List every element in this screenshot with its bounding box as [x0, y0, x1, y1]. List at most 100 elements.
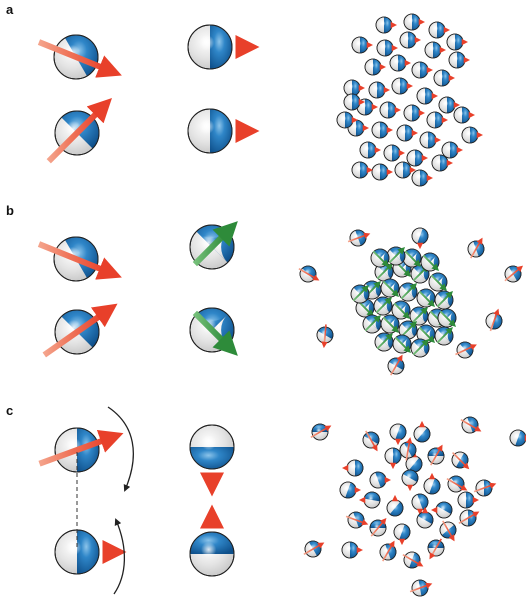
spin-particle-icon [394, 124, 419, 142]
spin-particle-icon [341, 79, 366, 97]
spin-particle-icon [409, 579, 433, 597]
spin-particle-icon [387, 54, 412, 72]
spin-particle-icon [451, 106, 476, 124]
spin-sphere-icon [189, 221, 238, 270]
spin-particle-icon [417, 131, 442, 149]
spin-particle-icon [386, 246, 406, 266]
spin-particle-icon [411, 491, 429, 516]
spin-particle-icon [377, 101, 402, 119]
spin-particle-icon [444, 33, 469, 51]
spin-particle-icon [409, 169, 434, 187]
spin-particle-icon [392, 161, 417, 179]
spin-particle-icon [345, 511, 369, 529]
spin-particle-icon [391, 300, 411, 320]
spin-particle-icon [458, 509, 480, 527]
spin-sphere-icon [37, 34, 122, 80]
panel-label-b: b [6, 203, 14, 218]
spin-particle-icon [384, 445, 402, 470]
spin-particle-icon [455, 341, 477, 359]
spin-particle-icon [380, 314, 400, 334]
spin-particle-icon [504, 265, 524, 283]
spin-particle-icon [398, 282, 418, 302]
spin-particle-icon [389, 77, 414, 95]
spin-particle-icon [298, 265, 320, 283]
spin-particle-icon [303, 540, 325, 558]
spin-sphere-icon [38, 427, 124, 473]
spin-particle-icon [334, 111, 359, 129]
spin-particle-icon [411, 225, 429, 250]
spin-particle-icon [310, 423, 332, 441]
spin-particle-icon [414, 87, 439, 105]
spin-sphere-icon [37, 236, 122, 282]
spin-particle-icon [420, 252, 440, 272]
spin-particle-icon [409, 306, 429, 326]
spin-sphere-icon [189, 407, 235, 497]
spin-particle-icon [398, 320, 418, 340]
spin-particle-icon [446, 475, 468, 493]
spin-particle-icon [358, 491, 383, 509]
spin-particle-icon [379, 540, 397, 562]
spin-particle-icon [424, 111, 449, 129]
spin-particle-icon [392, 334, 412, 354]
spin-particle-icon [423, 472, 441, 497]
spin-particle-icon [459, 126, 484, 144]
curved-arrow-icon [113, 518, 126, 595]
spin-particle-icon [446, 51, 471, 69]
spin-particle-icon [369, 121, 394, 139]
spin-particle-icon [473, 479, 497, 497]
spin-particle-icon [439, 141, 464, 159]
spin-particle-icon [507, 429, 526, 447]
spin-particle-icon [367, 471, 392, 489]
spin-particle-icon [397, 31, 422, 49]
panel-label-c: c [6, 403, 14, 418]
spin-particle-icon [428, 272, 448, 292]
spin-particle-icon [374, 262, 394, 282]
spin-particle-icon [431, 69, 456, 87]
spin-particle-icon [434, 326, 454, 346]
spin-particle-icon [389, 421, 407, 446]
spin-particle-icon [401, 104, 426, 122]
spin-particle-icon [366, 81, 391, 99]
spin-particle-icon [426, 21, 451, 39]
spin-particle-icon [362, 430, 380, 452]
spin-particle-icon [439, 520, 457, 542]
spin-particle-icon [393, 521, 411, 546]
spin-particle-icon [347, 229, 371, 247]
spin-particle-icon [349, 36, 374, 54]
spin-particle-icon [409, 61, 434, 79]
spin-particle-icon [422, 41, 447, 59]
spin-particle-icon [339, 541, 364, 559]
spin-particle-icon [402, 248, 422, 268]
spin-particle-icon [386, 494, 404, 519]
spin-particle-icon [357, 141, 382, 159]
spin-particle-icon [429, 154, 454, 172]
spin-particle-icon [416, 288, 436, 308]
spin-particle-icon [455, 491, 480, 509]
spin-particle-icon [437, 308, 457, 328]
spin-particle-icon [401, 13, 426, 31]
spin-particle-icon [436, 96, 461, 114]
spin-particle-icon [370, 248, 390, 268]
spin-particle-icon [434, 290, 454, 310]
spin-particle-icon [413, 420, 431, 445]
spin-particle-icon [373, 296, 393, 316]
spin-particle-icon [337, 481, 362, 499]
spin-particle-icon [402, 551, 424, 569]
spin-particle-icon [416, 324, 436, 344]
spin-particle-icon [374, 39, 399, 57]
spin-particle-icon [362, 58, 387, 76]
spin-particle-icon [350, 284, 370, 304]
spin-particle-icon [430, 501, 455, 519]
spin-particle-icon [373, 16, 398, 34]
spin-particle-icon [316, 324, 334, 349]
spin-particle-icon [410, 338, 430, 358]
spin-particle-icon [341, 93, 366, 111]
spin-particle-icon [404, 149, 429, 167]
spin-sphere-icon [189, 307, 238, 356]
spin-particle-icon [362, 314, 382, 334]
spin-particle-icon [369, 163, 394, 181]
spin-particle-icon [380, 278, 400, 298]
spin-particle-icon [349, 161, 374, 179]
spin-particle-icon [399, 437, 417, 461]
